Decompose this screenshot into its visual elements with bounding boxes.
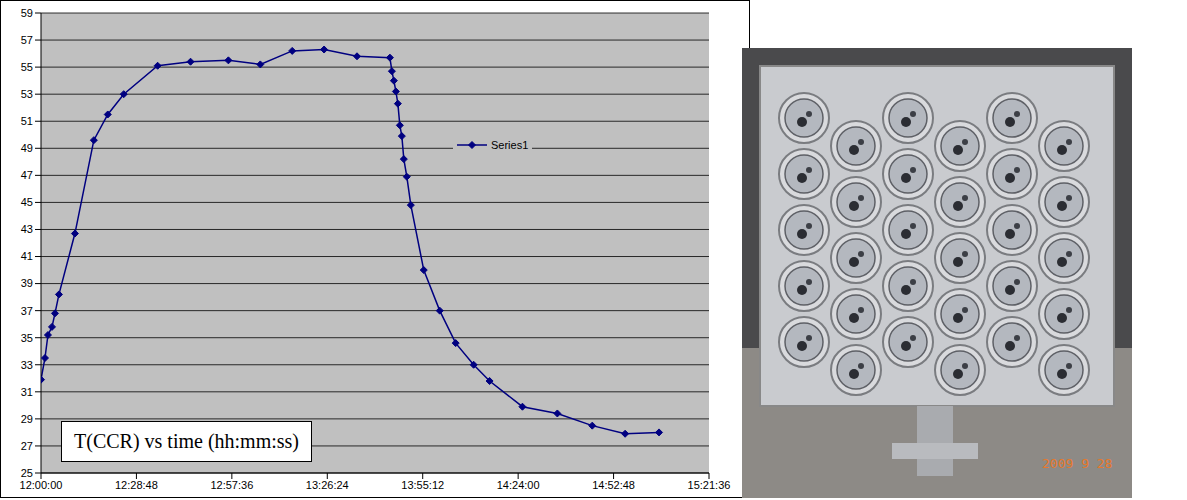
html-text:Series1: Series1: [491, 139, 529, 151]
svg-text:37: 37: [21, 305, 33, 317]
svg-text:12:00:00: 12:00:00: [20, 479, 63, 491]
svg-text:43: 43: [21, 223, 33, 235]
svg-text:2009 9 28: 2009 9 28: [1042, 456, 1112, 471]
svg-text:53: 53: [21, 88, 33, 100]
svg-text:59: 59: [21, 7, 33, 19]
svg-text:13:26:24: 13:26:24: [306, 479, 349, 491]
html-text:T(CCR) vs time (hh:mm:ss): T(CCR) vs time (hh:mm:ss): [74, 430, 299, 452]
svg-text:12:28:48: 12:28:48: [115, 479, 158, 491]
svg-text:39: 39: [21, 277, 33, 289]
svg-text:45: 45: [21, 196, 33, 208]
svg-text:57: 57: [21, 34, 33, 46]
svg-text:49: 49: [21, 142, 33, 154]
svg-text:31: 31: [21, 386, 33, 398]
svg-text:29: 29: [21, 413, 33, 425]
svg-text:14:24:00: 14:24:00: [497, 479, 540, 491]
svg-text:35: 35: [21, 332, 33, 344]
svg-text:13:55:12: 13:55:12: [401, 479, 444, 491]
svg-text:47: 47: [21, 169, 33, 181]
svg-text:27: 27: [21, 440, 33, 452]
svg-text:41: 41: [21, 250, 33, 262]
svg-text:55: 55: [21, 61, 33, 73]
svg-text:33: 33: [21, 359, 33, 371]
svg-text:25: 25: [21, 467, 33, 479]
svg-text:15:21:36: 15:21:36: [688, 479, 731, 491]
svg-text:14:52:48: 14:52:48: [592, 479, 635, 491]
svg-text:12:57:36: 12:57:36: [210, 479, 253, 491]
svg-text:51: 51: [21, 115, 33, 127]
